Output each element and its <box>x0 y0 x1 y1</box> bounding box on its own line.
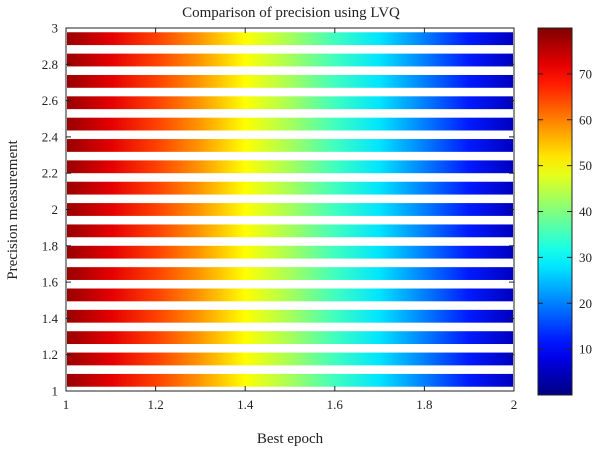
heatmap-band <box>67 96 513 110</box>
x-axis: 1 1.2 1.4 1.6 1.8 2 <box>63 28 518 412</box>
y-axis-label: Precision measurement <box>5 139 21 279</box>
plot-area <box>65 27 515 392</box>
colorbar-tick-label: 20 <box>579 296 592 311</box>
y-tick-label: 2.2 <box>42 166 58 181</box>
heatmap-band <box>67 352 513 366</box>
x-tick-label: 1 <box>63 397 70 412</box>
colorbar-tick-label: 40 <box>579 204 592 219</box>
heatmap-band <box>67 331 513 345</box>
colorbar-tick-label: 10 <box>579 342 592 357</box>
heatmap-band <box>67 160 513 174</box>
y-tick-label: 2.4 <box>42 129 59 144</box>
y-tick-label: 1 <box>52 384 59 399</box>
y-axis: 1 1.2 1.4 1.6 1.8 2 2.2 2.4 2.6 2.8 3 <box>42 21 514 399</box>
y-tick-label: 2.8 <box>42 57 58 72</box>
heatmap-band <box>67 309 513 323</box>
colorbar-tick-label: 50 <box>579 158 592 173</box>
y-tick-label: 2.6 <box>42 93 59 108</box>
heatmap-band <box>67 203 513 216</box>
x-tick-label: 1.8 <box>416 397 432 412</box>
colorbar-tick-label: 30 <box>579 250 592 265</box>
x-tick-label: 1.4 <box>237 397 254 412</box>
heatmap-band <box>67 245 513 259</box>
heatmap-band <box>67 32 513 46</box>
colorbar-tick-label: 60 <box>579 112 592 127</box>
heatmap-band <box>67 267 513 280</box>
chart-title: Comparison of precision using LVQ <box>182 5 400 21</box>
x-tick-label: 1.2 <box>147 397 163 412</box>
y-tick-label: 1.2 <box>42 347 58 362</box>
y-tick-label: 1.6 <box>42 275 59 290</box>
heatmap-band <box>67 224 513 238</box>
colorbar: 10 20 30 40 50 60 70 <box>537 27 592 396</box>
heatmap-bands <box>67 32 513 387</box>
heatmap-band <box>67 181 513 195</box>
x-axis-label: Best epoch <box>257 431 324 447</box>
heatmap-band <box>67 288 513 302</box>
heatmap-band <box>67 117 513 131</box>
x-tick-label: 2 <box>511 397 518 412</box>
y-tick-label: 1.8 <box>42 238 58 253</box>
colorbar-tick-label: 70 <box>579 66 592 81</box>
heatmap-band <box>67 74 513 88</box>
y-tick-label: 3 <box>52 21 59 36</box>
x-tick-label: 1.6 <box>327 397 344 412</box>
colorbar-ticks: 10 20 30 40 50 60 70 <box>538 66 592 357</box>
y-tick-label: 1.4 <box>42 311 59 326</box>
heatmap-band <box>67 53 513 67</box>
heatmap-band <box>67 373 513 387</box>
heatmap-band <box>67 139 513 152</box>
y-tick-label: 2 <box>52 202 59 217</box>
colorbar-gradient <box>537 27 573 396</box>
